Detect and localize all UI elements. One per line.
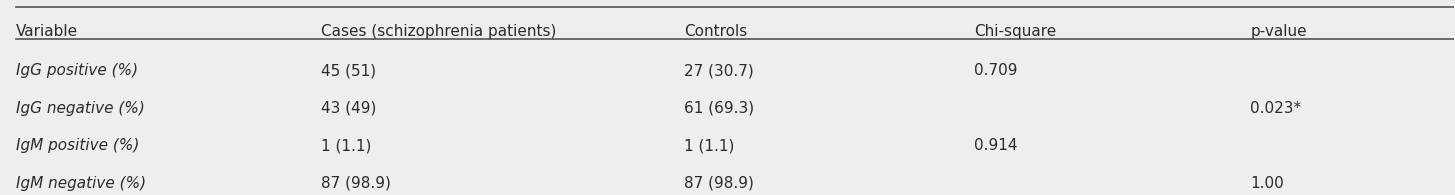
Text: p-value: p-value <box>1250 24 1307 39</box>
Text: 87 (98.9): 87 (98.9) <box>684 176 754 191</box>
Text: 1 (1.1): 1 (1.1) <box>322 138 371 153</box>
Text: IgG negative (%): IgG negative (%) <box>16 101 146 116</box>
Text: 61 (69.3): 61 (69.3) <box>684 101 754 116</box>
Text: 45 (51): 45 (51) <box>322 63 375 78</box>
Text: 43 (49): 43 (49) <box>322 101 377 116</box>
Text: Variable: Variable <box>16 24 79 39</box>
Text: 0.023*: 0.023* <box>1250 101 1301 116</box>
Text: 1 (1.1): 1 (1.1) <box>684 138 735 153</box>
Text: IgG positive (%): IgG positive (%) <box>16 63 138 78</box>
Text: Chi-square: Chi-square <box>975 24 1056 39</box>
Text: 27 (30.7): 27 (30.7) <box>684 63 754 78</box>
Text: IgM negative (%): IgM negative (%) <box>16 176 146 191</box>
Text: 87 (98.9): 87 (98.9) <box>322 176 391 191</box>
Text: Controls: Controls <box>684 24 748 39</box>
Text: Cases (schizophrenia patients): Cases (schizophrenia patients) <box>322 24 556 39</box>
Text: 1.00: 1.00 <box>1250 176 1285 191</box>
Text: IgM positive (%): IgM positive (%) <box>16 138 140 153</box>
Text: 0.914: 0.914 <box>975 138 1018 153</box>
Text: 0.709: 0.709 <box>975 63 1018 78</box>
